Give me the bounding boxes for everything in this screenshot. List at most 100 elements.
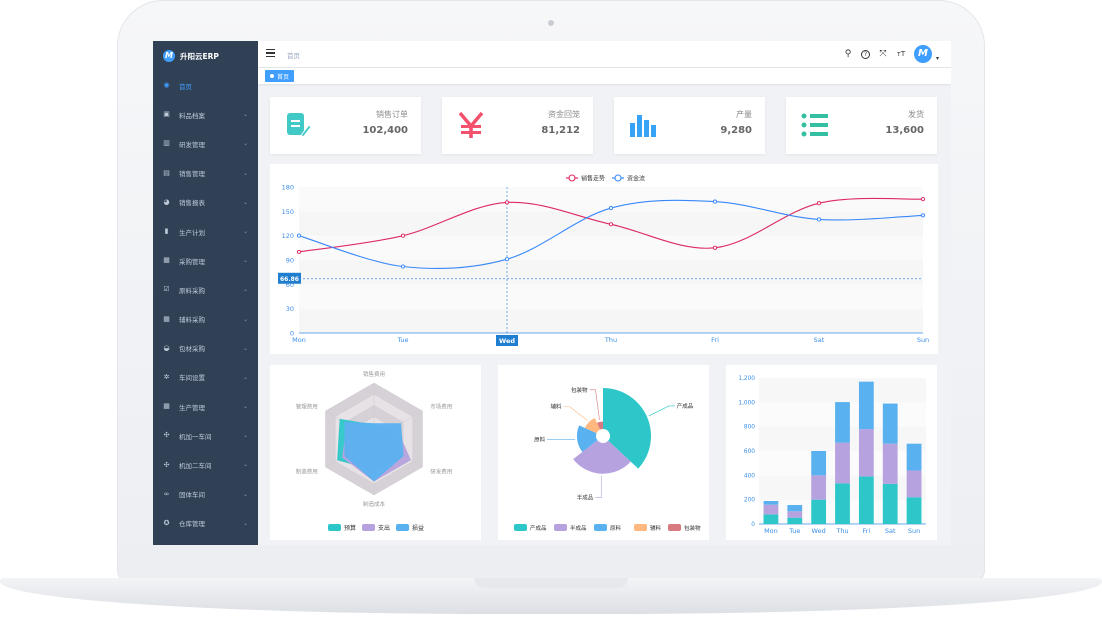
grid-band [759, 378, 926, 403]
bar-segment [882, 483, 898, 524]
bar-segment [858, 429, 874, 477]
list-icon: ▦ [163, 256, 170, 265]
series-point [504, 257, 510, 262]
bar-chart-panel: 0 200 400 600 800 1,000 1,200 Mon Tue Wed Thu Fri Sa… [726, 365, 937, 540]
sidebar: M 升阳云ERP ◉ 首页 ▣ 料品档案 ⌄ ▥ 研发管理 ⌄ ▤ 销售管理 ⌄ ◕ 销售报表 ⌄ ▮ 生产计… [153, 41, 258, 545]
chevron-down-icon[interactable]: ⌄ [242, 519, 248, 527]
series-point [920, 213, 926, 218]
sidebar-item-10[interactable]: ✲ 车间设置 ⌄ [153, 363, 258, 392]
legend-swatch [328, 524, 341, 531]
sidebar-item-label: 机加一车间 [179, 432, 212, 441]
fullscreen-icon[interactable]: ⤧ [879, 49, 887, 59]
legend-label: 包装物 [684, 524, 701, 532]
legend-swatch [594, 524, 607, 531]
help-icon[interactable]: ? [860, 49, 870, 59]
chevron-down-icon[interactable]: ⌄ [242, 344, 248, 352]
stat-card-payback[interactable]: 资金回笼 81,212 [442, 97, 593, 154]
bar-segment [835, 483, 850, 524]
chevron-down-icon[interactable]: ⌄ [242, 111, 248, 119]
stat-card-orders[interactable]: 销售订单 102,400 [270, 97, 421, 154]
chevron-down-icon[interactable]: ⌄ [242, 169, 248, 177]
pie-label-line [563, 406, 588, 421]
sidebar-item-4[interactable]: ◕ 销售报表 ⌄ [153, 188, 258, 217]
pie-slice-0 [603, 388, 651, 469]
bar-chart: 0 200 400 600 800 1,000 1,200 Mon Tue Wed Thu Fri Sa… [738, 376, 926, 535]
tag-home[interactable]: 首页 [265, 70, 295, 82]
bar-segment [906, 443, 922, 471]
hamburger-icon[interactable] [266, 49, 275, 58]
sidebar-item-13[interactable]: ✣ 机加二车间 ⌄ [153, 450, 258, 479]
chevron-down-icon[interactable]: ⌄ [242, 198, 248, 206]
sidebar-item-15[interactable]: ✪ 仓库管理 ⌄ [153, 509, 258, 538]
chevron-down-icon[interactable]: ▾ [935, 54, 939, 62]
legend-swatch [554, 524, 567, 531]
legend-label: 预算 [344, 524, 356, 532]
chevron-down-icon[interactable]: ⌄ [242, 461, 248, 469]
x-tick-label: Tue [396, 336, 408, 344]
pie-slice-label: 产成品 [677, 402, 694, 410]
tag-dot-icon [270, 74, 274, 78]
chevron-down-icon[interactable]: ⌄ [242, 286, 248, 294]
chevron-down-icon[interactable]: ⌄ [242, 403, 248, 411]
legend-label: 支出 [378, 524, 390, 532]
sidebar-item-9[interactable]: ◒ 包材采购 ⌄ [153, 334, 258, 363]
chevron-down-icon[interactable]: ⌄ [242, 257, 248, 265]
radar-indicator-label: 制造费用 [296, 468, 318, 476]
crosshair-y-badge [278, 272, 301, 284]
bar-segment [763, 501, 779, 505]
bar-segment [882, 403, 898, 444]
series-point [608, 206, 614, 211]
pie-label-line [589, 389, 600, 420]
sidebar-item-5[interactable]: ▮ 生产计划 ⌄ [153, 217, 258, 246]
chevron-down-icon[interactable]: ⌄ [242, 227, 248, 235]
legend-marker [614, 174, 622, 182]
sidebar-item-7[interactable]: ☑ 原料采购 ⌄ [153, 275, 258, 304]
search-icon[interactable]: ⚲ [844, 49, 852, 59]
x-tick-label: Sun [908, 527, 920, 535]
sidebar-item-label: 固体车间 [179, 491, 205, 500]
x-tick-label: Mon [764, 527, 778, 535]
dashboard-gauge-icon: ◒ [163, 343, 170, 352]
x-tick-label: Fri [711, 336, 719, 344]
series-point [712, 245, 718, 250]
sidebar-item-1[interactable]: ▣ 料品档案 ⌄ [153, 100, 258, 129]
logo[interactable]: M 升阳云ERP [153, 41, 258, 71]
sidebar-item-8[interactable]: ▦ 辅料采购 ⌄ [153, 305, 258, 334]
crosshair-x-label: Wed [499, 337, 515, 345]
sidebar-item-14[interactable]: ∞ 固体车间 ⌄ [153, 480, 258, 509]
chevron-down-icon[interactable]: ⌄ [242, 373, 248, 381]
chevron-down-icon[interactable]: ⌄ [242, 140, 248, 148]
bar-segment [811, 451, 827, 476]
bar-segment [811, 475, 827, 500]
sidebar-item-11[interactable]: ▦ 生产管理 ⌄ [153, 392, 258, 421]
series-point [608, 222, 614, 227]
sidebar-item-label: 车间设置 [179, 374, 205, 383]
stat-card-output[interactable]: 产量 9,280 [614, 97, 765, 154]
font-size-icon[interactable]: тT [896, 50, 906, 58]
y-tick-label: 120 [282, 232, 294, 240]
sidebar-item-2[interactable]: ▥ 研发管理 ⌄ [153, 129, 258, 158]
link-icon: ∞ [163, 489, 170, 498]
sidebar-item-3[interactable]: ▤ 销售管理 ⌄ [153, 159, 258, 188]
stat-card-shipping[interactable]: 发货 13,600 [786, 97, 937, 154]
legend-swatch [362, 524, 375, 531]
breadcrumb[interactable]: 首页 [287, 52, 300, 60]
sidebar-item-12[interactable]: ✣ 机加一车间 ⌄ [153, 421, 258, 450]
stat-value: 9,280 [720, 125, 752, 136]
table-icon: ▦ [163, 402, 170, 411]
legend-label: 产成品 [530, 524, 547, 532]
chevron-down-icon[interactable]: ⌄ [242, 432, 248, 440]
navbar: 首页 ⚲ ? ⤧ тT M ▾ [258, 41, 951, 68]
sidebar-item-0[interactable]: ◉ 首页 [153, 71, 258, 100]
y-tick-label: 0 [290, 330, 294, 338]
sidebar-item-label: 辅料采购 [179, 316, 205, 325]
radar-indicator-label: 管理费用 [296, 403, 318, 411]
sidebar-item-label: 研发管理 [179, 140, 205, 149]
avatar[interactable]: M [913, 45, 932, 63]
chevron-down-icon[interactable]: ⌄ [242, 490, 248, 498]
y-tick-label: 1,200 [738, 376, 755, 382]
pie-slice-label: 辅料 [551, 403, 563, 411]
chevron-down-icon[interactable]: ⌄ [242, 315, 248, 323]
series-point [504, 200, 510, 205]
sidebar-item-6[interactable]: ▦ 采购管理 ⌄ [153, 246, 258, 275]
